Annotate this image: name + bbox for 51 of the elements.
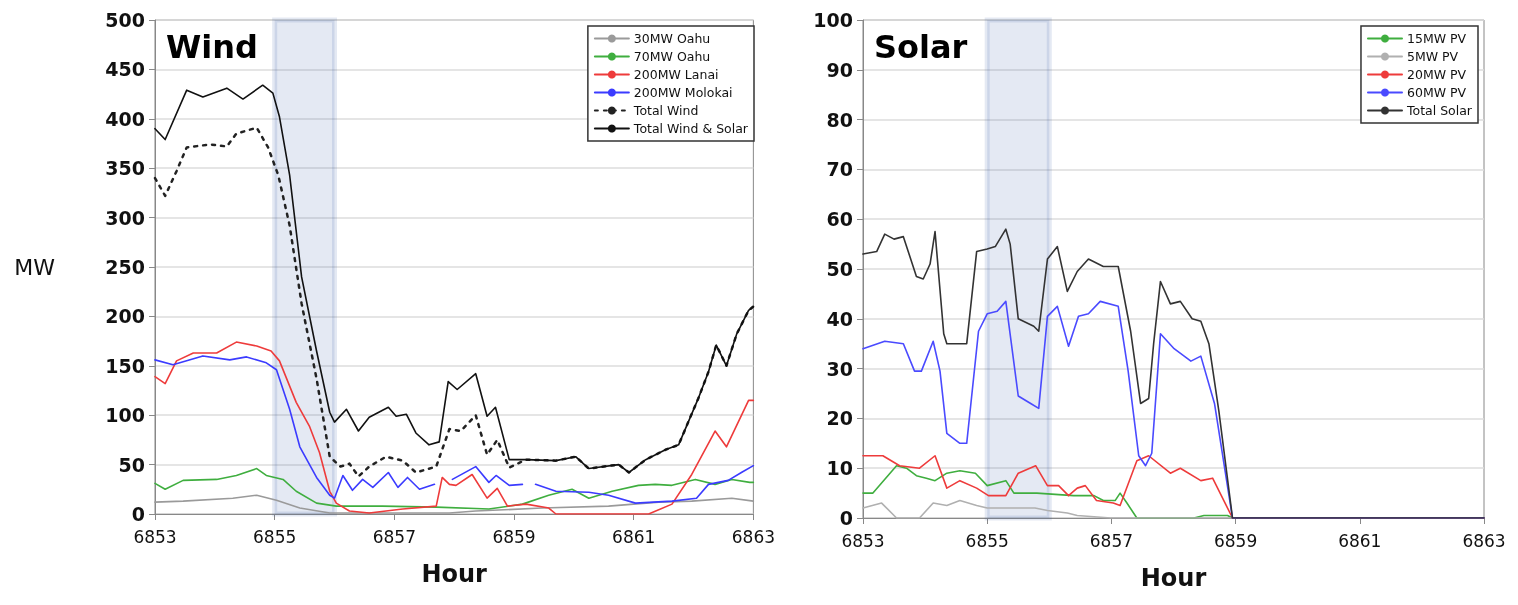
y-tick-label: 70 [826, 158, 853, 181]
y-tick-label: 60 [826, 208, 853, 231]
x-tick-label: 6861 [1338, 530, 1382, 551]
y-tick-label: 450 [105, 58, 145, 81]
y-tick-label: 40 [826, 307, 853, 330]
y-tick-label: 80 [826, 108, 853, 131]
y-tick-label: 90 [826, 58, 853, 81]
y-tick-label: 100 [105, 404, 145, 427]
y-tick-label: 100 [813, 9, 853, 31]
x-tick-label: 6855 [965, 530, 1009, 551]
y-tick-label: 250 [105, 256, 145, 278]
legend-label: 30MW Oahu [633, 31, 711, 46]
legend-label: Total Wind & Solar [632, 121, 749, 136]
x-tick-label: 6863 [1462, 530, 1506, 551]
chart-title: Solar [874, 28, 968, 66]
y-tick-label: 350 [105, 157, 145, 180]
legend-label: Total Solar [1405, 103, 1473, 118]
y-tick-label: 0 [131, 503, 145, 525]
legend-label: 20MW PV [1406, 67, 1467, 82]
legend-label: 5MW PV [1406, 49, 1459, 64]
x-tick-label: 6857 [372, 526, 416, 547]
y-tick-label: 400 [105, 107, 145, 130]
chart-title: Wind [166, 28, 258, 66]
x-tick-label: 6857 [1089, 530, 1134, 551]
x-tick-label: 6861 [612, 526, 656, 547]
y-tick-label: 50 [118, 453, 145, 476]
line-series [154, 467, 755, 510]
legend-label: 15MW PV [1406, 31, 1467, 46]
y-tick-label: 200 [105, 305, 145, 328]
x-axis-title: Hour [421, 560, 488, 588]
legend-label: 200MW Molokai [633, 85, 733, 100]
legend-label: Total Wind [632, 103, 699, 118]
y-tick-label: 10 [826, 457, 853, 480]
y-tick-label: 150 [105, 354, 145, 377]
x-tick-label: 6855 [253, 526, 297, 547]
y-tick-label: 20 [826, 407, 853, 430]
y-axis-title: MW [14, 254, 56, 280]
x-tick-label: 6863 [731, 526, 775, 547]
y-tick-label: 500 [105, 9, 145, 31]
legend-label: 200MW Lanai [633, 67, 719, 82]
x-tick-label: 6859 [492, 526, 536, 547]
y-tick-label: 30 [826, 357, 853, 380]
x-axis-title: Hour [1140, 564, 1207, 592]
x-tick-label: 6859 [1213, 530, 1258, 551]
legend-label: 60MW PV [1406, 85, 1467, 100]
y-tick-label: 0 [839, 507, 853, 529]
y-tick-label: 300 [105, 206, 145, 229]
legend-label: 70MW Oahu [633, 49, 711, 64]
x-tick-label: 6853 [133, 526, 177, 547]
y-tick-label: 50 [826, 258, 853, 280]
x-tick-label: 6853 [841, 530, 885, 551]
